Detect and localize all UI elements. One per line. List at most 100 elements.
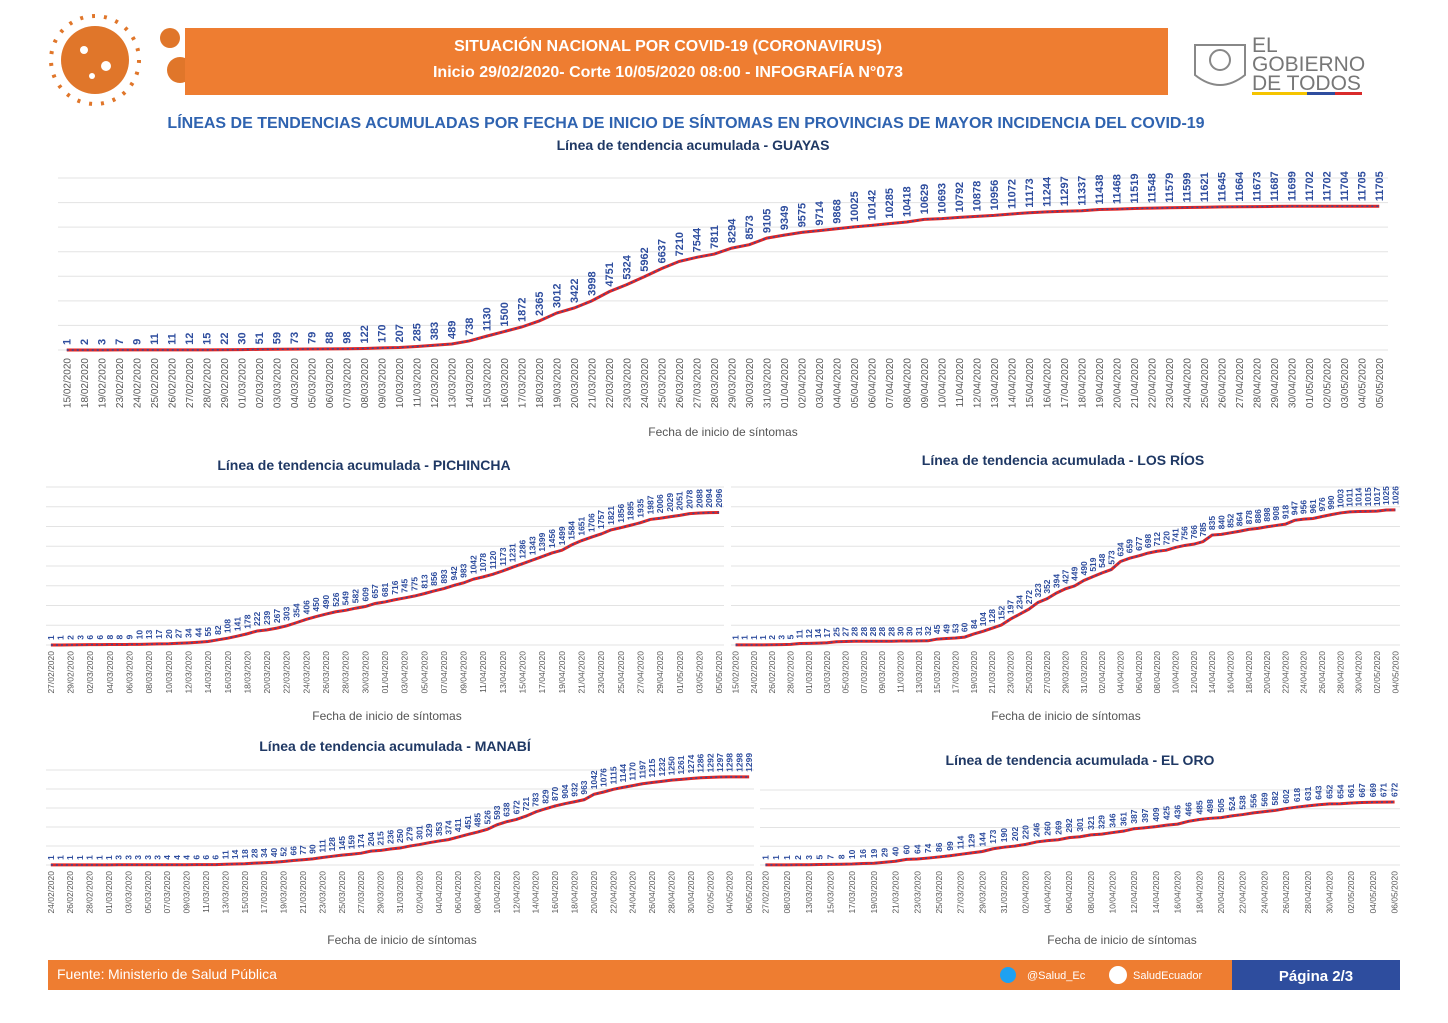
data-label: 152: [996, 606, 1006, 620]
x-tick-label: 20/04/2020: [589, 871, 599, 914]
data-label: 6: [191, 855, 201, 860]
data-label: 886: [1253, 509, 1263, 523]
data-label: 4: [172, 855, 182, 860]
data-label: 11468: [1112, 174, 1124, 204]
x-tick-label: 08/03/2020: [360, 358, 371, 408]
x-tick-label: 21/04/2020: [1130, 358, 1141, 408]
trend-line-dashed: [50, 776, 750, 866]
x-tick-label: 19/04/2020: [1095, 358, 1106, 408]
x-tick-label: 02/05/2020: [1372, 651, 1382, 694]
x-tick-label: 10/04/2020: [1108, 871, 1118, 914]
data-label: 411: [453, 818, 463, 832]
x-tick-label: 02/05/2020: [705, 871, 715, 914]
data-label: 9714: [814, 200, 826, 225]
data-label: 9: [124, 634, 134, 639]
data-label: 1017: [1372, 487, 1382, 506]
x-tick-label: 03/04/2020: [400, 651, 410, 694]
x-tick-label: 27/02/2020: [46, 651, 56, 694]
data-label: 11519: [1129, 173, 1141, 203]
data-label: 9868: [832, 199, 844, 223]
x-tick-label: 07/04/2020: [885, 358, 896, 408]
x-tick-label: 16/04/2020: [1225, 651, 1235, 694]
data-label: 738: [464, 318, 476, 336]
x-tick-label: 04/04/2020: [1042, 871, 1052, 914]
data-label: 323: [1033, 583, 1043, 597]
x-tick-label: 26/02/2020: [767, 651, 777, 694]
data-label: 73: [289, 332, 301, 344]
x-tick-label: 02/05/2020: [1346, 871, 1356, 914]
data-label: 6: [85, 635, 95, 640]
data-label: 12: [804, 629, 814, 639]
x-tick-label: 06/05/2020: [1390, 871, 1400, 914]
data-label: 756: [1180, 526, 1190, 540]
data-label: 1170: [628, 762, 638, 781]
data-label: 10285: [884, 188, 896, 219]
x-tick-label: 29/02/2020: [220, 358, 231, 408]
x-tick-label: 23/03/2020: [1005, 651, 1015, 694]
x-tick-label: 08/04/2020: [902, 358, 913, 408]
data-label: 170: [377, 325, 389, 343]
footer-bar: [48, 960, 1400, 990]
x-axis-title: Fecha de inicio de síntomas: [1047, 933, 1196, 947]
data-label: 2: [66, 635, 76, 640]
x-tick-label: 20/04/2020: [1262, 651, 1272, 694]
data-label: 9: [132, 339, 144, 345]
twitter-icon: [1000, 967, 1016, 983]
data-label: 246: [1032, 822, 1042, 836]
data-label: 1935: [635, 499, 645, 518]
x-tick-label: 01/05/2020: [1305, 358, 1316, 408]
x-tick-label: 20/04/2020: [1216, 871, 1226, 914]
x-tick-label: 15/03/2020: [932, 651, 942, 694]
x-tick-label: 19/04/2020: [557, 651, 567, 694]
data-label: 677: [1134, 536, 1144, 550]
x-tick-label: 01/04/2020: [380, 651, 390, 694]
data-label: 197: [1005, 600, 1015, 614]
x-tick-label: 15/04/2020: [518, 651, 528, 694]
x-tick-label: 10/04/2020: [1170, 651, 1180, 694]
data-label: 4751: [604, 262, 616, 286]
logo-text: EL: [1252, 34, 1278, 57]
x-tick-label: 15/03/2020: [240, 871, 250, 914]
data-label: 490: [321, 595, 331, 609]
x-tick-label: 14/03/2020: [203, 651, 213, 694]
data-label: 657: [370, 584, 380, 598]
x-tick-label: 06/04/2020: [867, 358, 878, 408]
x-tick-label: 21/04/2020: [576, 651, 586, 694]
data-label: 3: [804, 855, 814, 860]
x-tick-label: 13/04/2020: [990, 358, 1001, 408]
data-label: 538: [1238, 795, 1248, 809]
data-label: 918: [1280, 505, 1290, 519]
x-tick-label: 17/04/2020: [1060, 358, 1071, 408]
header-title: SITUACIÓN NACIONAL POR COVID-19 (CORONAV…: [454, 36, 882, 55]
data-label: 672: [1390, 783, 1400, 797]
data-label: 1584: [567, 521, 577, 540]
data-label: 1856: [616, 504, 626, 523]
x-tick-label: 08/03/2020: [782, 871, 792, 914]
data-label: 8: [836, 854, 846, 859]
data-label: 1: [104, 855, 114, 860]
x-tick-label: 15/02/2020: [62, 358, 73, 408]
x-tick-label: 30/04/2020: [1287, 358, 1298, 408]
data-label: 3: [123, 855, 133, 860]
data-label: 178: [242, 614, 252, 628]
data-label: 220: [1021, 825, 1031, 839]
data-label: 1: [771, 855, 781, 860]
x-tick-label: 22/04/2020: [608, 871, 618, 914]
x-tick-label: 22/03/2020: [605, 358, 616, 408]
data-label: 4: [162, 855, 172, 860]
data-label: 1: [85, 855, 95, 860]
x-tick-label: 06/05/2020: [744, 871, 754, 914]
data-label: 11702: [1322, 171, 1334, 201]
data-label: 11599: [1182, 173, 1194, 203]
x-tick-label: 09/03/2020: [377, 358, 388, 408]
x-tick-label: 05/03/2020: [143, 871, 153, 914]
x-tick-label: 22/03/2020: [282, 651, 292, 694]
x-tick-label: 23/04/2020: [596, 651, 606, 694]
data-label: 11704: [1339, 170, 1351, 201]
data-label: 14: [230, 849, 240, 859]
data-label: 990: [1326, 495, 1336, 509]
x-tick-label: 21/03/2020: [891, 871, 901, 914]
data-label: 1895: [626, 501, 636, 520]
footer-source-label: Fuente:: [57, 966, 104, 982]
